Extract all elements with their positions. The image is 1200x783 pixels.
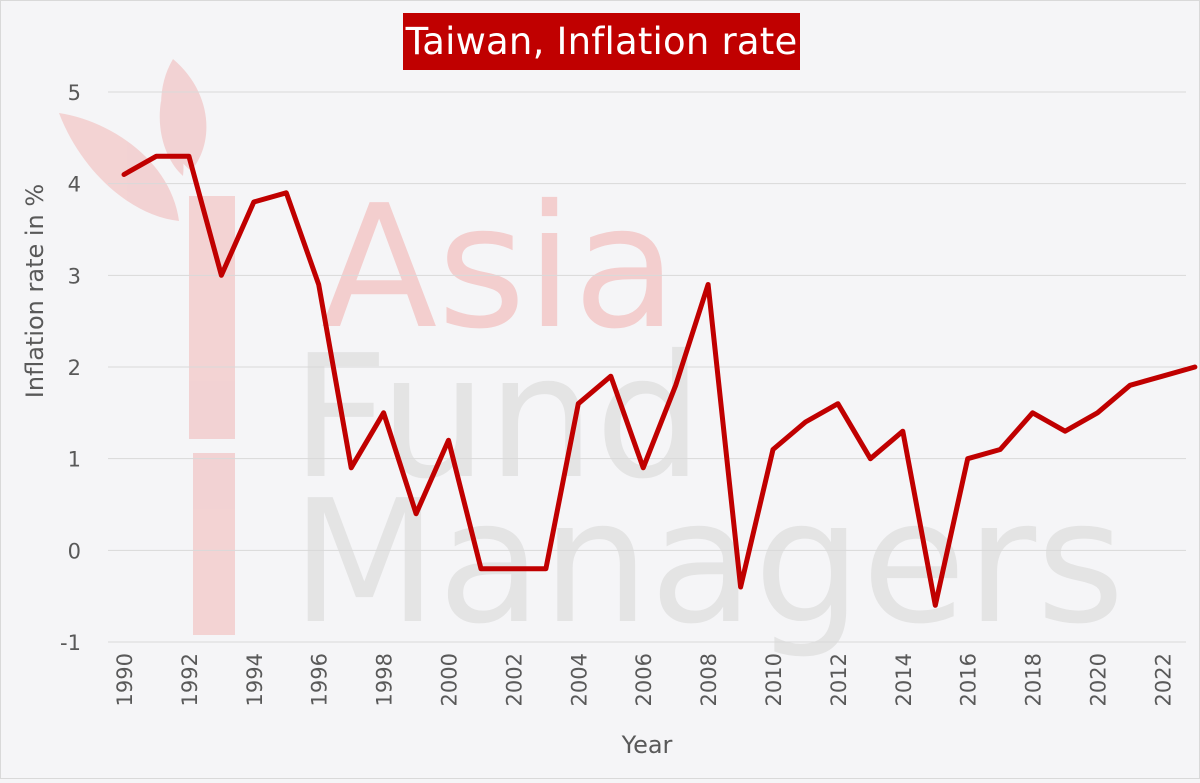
x-tick-label: 1992 [178,653,202,706]
x-tick-label: 1996 [308,653,332,706]
x-tick-label: 2002 [502,653,526,706]
watermark-word-fund: Fund [291,319,703,517]
chart-title: Taiwan, Inflation rate [403,13,800,70]
x-tick-label: 2006 [632,653,656,706]
series-group [121,153,1198,608]
y-tick-label: 5 [68,81,81,105]
series-line [121,153,1198,608]
y-axis-label: Inflation rate in % [21,184,49,398]
x-tick-label: 2014 [892,653,916,706]
x-tick-label: 1990 [113,653,137,706]
x-tick-label: 1998 [373,653,397,706]
bamboo-leaf-icon [59,59,207,221]
y-tick-label: 4 [68,173,81,197]
y-tick-label: -1 [60,631,81,655]
x-tick-label: 2000 [438,653,462,706]
watermark-word-asia: Asia [321,169,677,367]
y-tick-label: 3 [68,264,81,288]
x-tick-label: 2010 [762,653,786,706]
gridlines [108,91,1186,643]
x-axis-label: Year [621,731,673,759]
y-tick-label: 0 [68,539,81,563]
x-tick-label: 1994 [243,653,267,706]
x-tick-label: 2016 [957,653,981,706]
x-tick-label: 2022 [1151,653,1175,706]
watermark-word-managers: Managers [291,464,1125,662]
y-tick-label: 1 [68,448,81,472]
x-tick-label: 2012 [827,653,851,706]
y-tick-label: 2 [68,356,81,380]
watermark-logo: Asia Fund Managers [59,59,1125,662]
x-tick-label: 2020 [1087,653,1111,706]
x-tick-label: 2008 [697,653,721,706]
x-tick-label: 2018 [1022,653,1046,706]
y-axis-ticks: -1 0 1 2 3 4 5 [60,81,81,655]
x-axis-ticks: 1990 1992 1994 1996 1998 2000 2002 2004 2006 2008… [113,653,1175,706]
x-tick-label: 2004 [567,653,591,706]
